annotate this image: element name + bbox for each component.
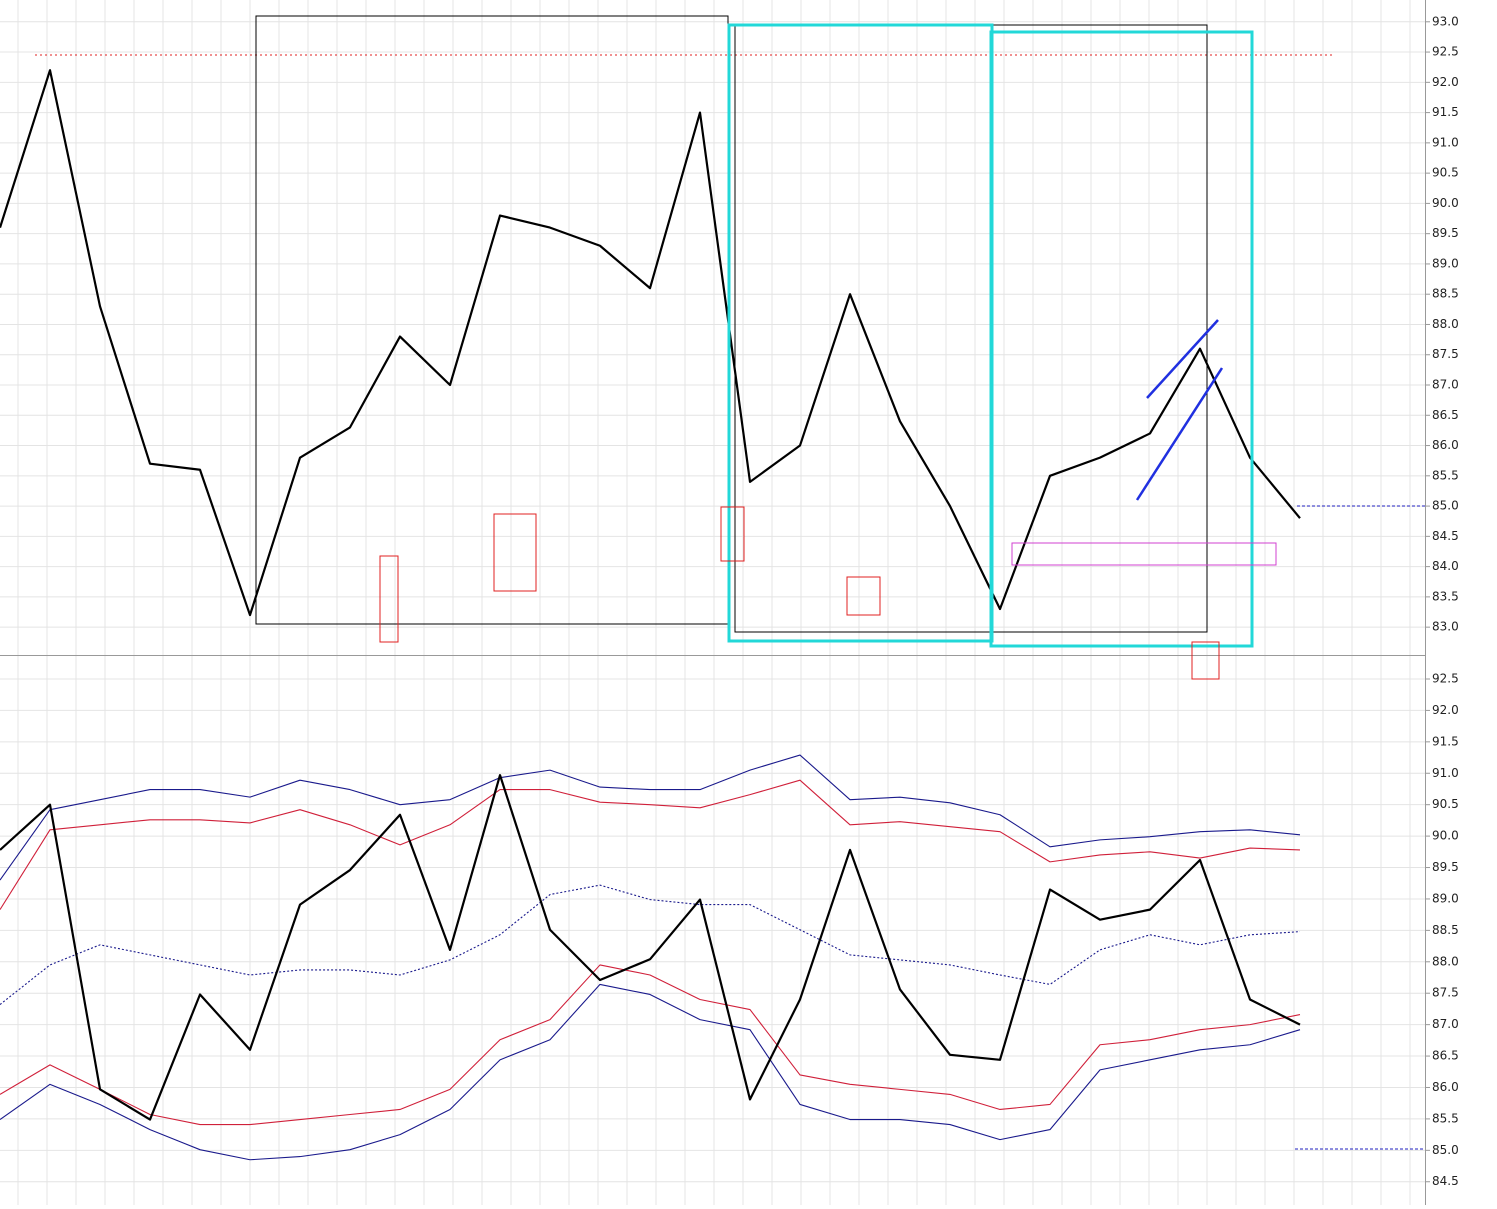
y-tick-label: 91.5 — [1432, 105, 1459, 119]
series-line — [0, 964, 1301, 1126]
y-tick-label: 87.5 — [1432, 986, 1459, 1000]
y-tick-label: 89.5 — [1432, 226, 1459, 240]
y-tick-label: 83.0 — [1432, 620, 1459, 634]
box — [1011, 542, 1277, 566]
box — [727, 23, 994, 643]
y-tick-label: 86.0 — [1432, 1080, 1459, 1094]
y-tick-label: 90.5 — [1432, 797, 1459, 811]
trend-line — [1135, 367, 1224, 501]
y-tick-label: 83.5 — [1432, 589, 1459, 603]
series-line — [0, 69, 1301, 617]
series-line — [0, 779, 1301, 910]
y-tick-label: 89.5 — [1432, 860, 1459, 874]
box — [734, 24, 1208, 633]
y-tick-label: 91.5 — [1432, 734, 1459, 748]
y-tick-label: 89.0 — [1432, 891, 1459, 905]
y-tick-label: 88.0 — [1432, 954, 1459, 968]
box — [1191, 641, 1220, 680]
y-tick-label: 93.0 — [1432, 14, 1459, 28]
plot — [0, 21, 1425, 1183]
box — [493, 513, 537, 592]
box — [720, 506, 745, 562]
y-tick-label: 92.0 — [1432, 703, 1459, 717]
y-tick-label: 87.0 — [1432, 1017, 1459, 1031]
series-line — [0, 983, 1301, 1161]
y-tick-label: 85.5 — [1432, 1111, 1459, 1125]
box — [846, 576, 881, 616]
box — [989, 30, 1254, 648]
y-tick-label: 88.0 — [1432, 317, 1459, 331]
y-tick-label: 91.0 — [1432, 766, 1459, 780]
y-tick-label: 89.0 — [1432, 256, 1459, 270]
trend-line — [1146, 319, 1219, 399]
series-line — [0, 884, 1301, 1005]
y-tick-label: 88.5 — [1432, 923, 1459, 937]
y-tick-label: 87.5 — [1432, 347, 1459, 361]
series-line — [0, 774, 1301, 1121]
box — [255, 15, 729, 625]
y-tick-label: 92.5 — [1432, 45, 1459, 59]
y-tick-label: 86.5 — [1432, 408, 1459, 422]
y-tick-label: 92.0 — [1432, 75, 1459, 89]
y-tick-label: 86.5 — [1432, 1049, 1459, 1063]
drawings — [35, 15, 1425, 1150]
box — [379, 555, 399, 643]
y-tick-label: 84.5 — [1432, 1174, 1459, 1188]
y-tick-label: 85.0 — [1432, 499, 1459, 513]
y-tick-label: 84.0 — [1432, 559, 1459, 573]
y-tick-label: 90.5 — [1432, 166, 1459, 180]
y-tick-label: 90.0 — [1432, 829, 1459, 843]
y-tick-label: 90.0 — [1432, 196, 1459, 210]
y-tick-label: 91.0 — [1432, 135, 1459, 149]
y-tick-label: 88.5 — [1432, 287, 1459, 301]
y-tick-label: 85.5 — [1432, 468, 1459, 482]
y-tick-label: 84.5 — [1432, 529, 1459, 543]
vertical-grid — [17, 0, 1411, 1205]
series-line — [0, 754, 1301, 881]
y-tick-label: 92.5 — [1432, 671, 1459, 685]
y-tick-label: 87.0 — [1432, 378, 1459, 392]
y-tick-label: 85.0 — [1432, 1143, 1459, 1157]
y-tick-label: 86.0 — [1432, 438, 1459, 452]
